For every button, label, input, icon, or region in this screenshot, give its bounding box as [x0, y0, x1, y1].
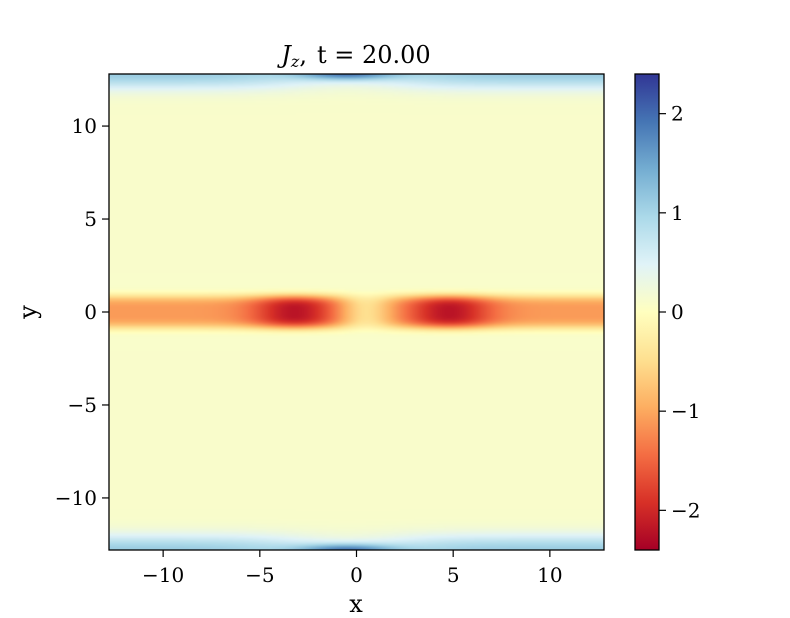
colorbar-tick-label: 1: [671, 201, 684, 225]
y-tick-label: 5: [84, 207, 97, 231]
x-tick-label: 5: [447, 563, 460, 587]
colorbar-tick-label: 0: [671, 300, 684, 324]
heatmap-area: [109, 74, 604, 550]
y-tick-label: −10: [55, 486, 97, 510]
colorbar-tick-label: 2: [671, 102, 684, 126]
heatmap-image: [109, 74, 604, 550]
y-tick-label: −5: [68, 393, 97, 417]
x-tick-label: 0: [350, 563, 363, 587]
x-tick-label: −10: [142, 563, 184, 587]
colorbar-ticks: −2 −1 0 1 2: [659, 102, 700, 522]
colorbar: [634, 73, 660, 551]
y-tick-label: 0: [84, 300, 97, 324]
x-tick-label: 10: [537, 563, 562, 587]
x-axis-label: x: [349, 590, 363, 618]
chart-title: Jz, t = 20.00: [276, 41, 430, 71]
y-axis-ticks: −10 −5 0 5 10: [55, 114, 109, 510]
y-axis-label: y: [14, 305, 42, 320]
x-axis-ticks: −10 −5 0 5 10: [142, 550, 563, 587]
colorbar-tick-label: −1: [671, 399, 700, 423]
y-tick-label: 10: [72, 114, 97, 138]
colorbar-tick-label: −2: [671, 498, 700, 522]
x-tick-label: −5: [245, 563, 274, 587]
